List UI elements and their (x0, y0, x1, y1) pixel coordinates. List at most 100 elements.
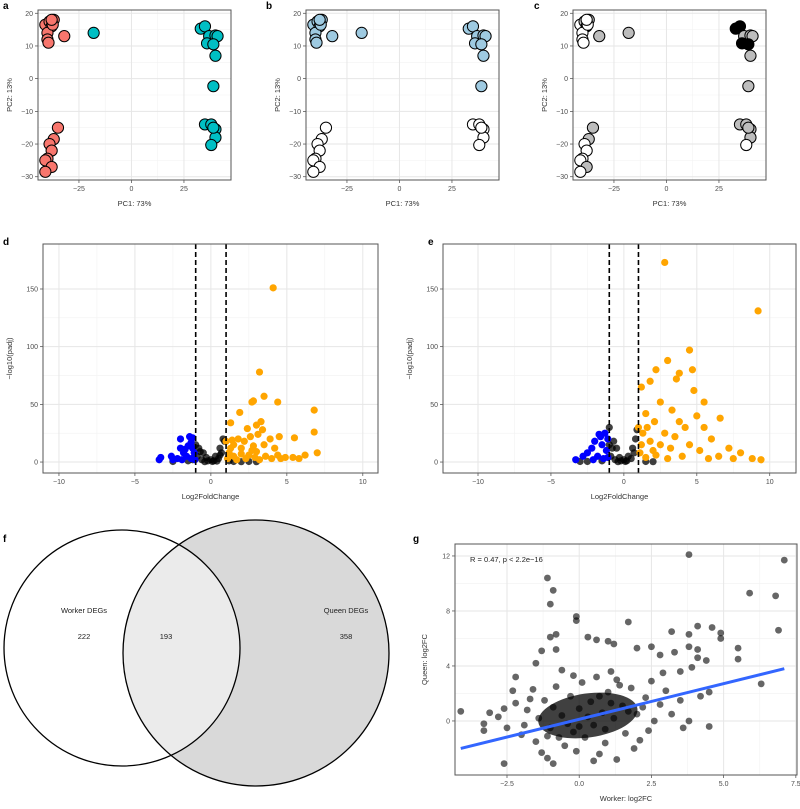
plot-border (572, 9, 767, 181)
gene-point (666, 444, 675, 452)
gene-point (598, 441, 606, 449)
panel-g-correlation-plot: −2.5 0.0 2.5 5.0 7.5 0 4 8 12 g Worker: log2FC Quee… (413, 534, 800, 803)
gene-point (544, 732, 551, 740)
gene-point (636, 449, 644, 457)
gene-point (190, 449, 198, 457)
gene-point (716, 414, 724, 422)
gene-point (526, 695, 534, 703)
x-axis-label: PC1: 73% (118, 199, 152, 208)
gene-point (613, 676, 621, 684)
y-tick-label: −10 (289, 109, 301, 116)
gridlines (443, 244, 796, 473)
sample-point (580, 13, 593, 26)
gene-point (671, 648, 678, 656)
gene-point (668, 710, 676, 718)
gene-point (255, 368, 264, 376)
panel-label: c (534, 1, 540, 12)
gene-point (675, 418, 683, 426)
x-tick-label: −25 (608, 186, 620, 193)
gene-point (757, 456, 765, 464)
y-tick-label: −20 (289, 142, 301, 149)
gene-point (191, 456, 199, 464)
sample-point (593, 30, 606, 43)
x-tick-label: −10 (472, 479, 484, 486)
gene-point (275, 433, 283, 441)
y-tick-label: 20 (293, 11, 301, 18)
gene-point (227, 419, 235, 427)
sample-point (205, 138, 218, 152)
gene-point (503, 724, 511, 732)
gene-point (178, 456, 186, 464)
gene-point (216, 451, 224, 459)
series-up (634, 258, 765, 464)
gene-point (748, 454, 756, 463)
y-tick-label: 12 (442, 553, 450, 560)
gene-point (607, 668, 615, 675)
gene-point (596, 433, 605, 441)
gene-point (693, 412, 701, 420)
panel-label: a (3, 1, 9, 12)
y-tick-label: 4 (446, 663, 450, 670)
gridlines (43, 244, 378, 473)
gene-point (649, 446, 657, 455)
sample-point (207, 80, 220, 93)
gene-point (637, 441, 645, 449)
sample-point (326, 30, 339, 43)
gene-point (700, 398, 708, 406)
gene-point (685, 630, 693, 638)
x-axis-label: PC1: 73% (386, 199, 420, 208)
x-tick-label: 0.0 (574, 781, 584, 788)
y-axis-label: −log10(padj) (5, 337, 14, 379)
sample-point (207, 38, 220, 51)
gene-point (268, 454, 276, 463)
x-axis-label: Log2FoldChange (182, 492, 240, 501)
gene-point (157, 453, 165, 462)
gene-point (646, 377, 654, 385)
series-down (155, 433, 199, 464)
x-tick-label: 25 (448, 186, 456, 193)
gene-point (572, 617, 580, 624)
sample-point (313, 13, 326, 26)
x-tick-label: 5.0 (719, 781, 729, 788)
gene-point (685, 643, 693, 651)
gene-point (624, 618, 632, 626)
gene-point (694, 654, 702, 662)
gene-point (271, 444, 279, 452)
sample-point (42, 36, 55, 49)
gene-point (616, 681, 624, 689)
sample-point (586, 121, 600, 134)
sample-point (209, 49, 222, 62)
sample-point (740, 138, 753, 152)
gene-point (668, 406, 676, 414)
gene-point (639, 429, 647, 437)
gene-point (717, 635, 725, 642)
sample-point (87, 26, 100, 39)
x-tick-label: 5 (695, 479, 699, 486)
x-tick-label: 0 (398, 186, 402, 193)
plot-border (37, 9, 232, 181)
gene-point (512, 699, 520, 707)
sample-point (310, 36, 323, 49)
gridlines (306, 10, 499, 180)
gene-point (254, 430, 262, 438)
gene-point (668, 628, 676, 635)
gene-point (717, 629, 725, 637)
panel-label: b (266, 1, 272, 12)
y-tick-label: 150 (426, 286, 438, 293)
gene-point (700, 423, 708, 432)
gene-point (544, 574, 551, 582)
gene-point (552, 630, 560, 638)
gene-point (480, 720, 488, 728)
gene-point (266, 435, 274, 443)
gene-point (222, 437, 230, 445)
sample-point (475, 80, 488, 93)
correlation-annotation: R = 0.47, p < 2.2e−16 (470, 555, 543, 564)
gene-point (237, 450, 245, 458)
gene-point (688, 663, 696, 671)
sample-point (577, 36, 590, 49)
x-tick-label: 25 (715, 186, 723, 193)
gene-point (523, 706, 531, 714)
gene-point (645, 727, 652, 734)
gene-point (583, 457, 592, 466)
y-axis-label: PC2: 13% (273, 78, 282, 112)
